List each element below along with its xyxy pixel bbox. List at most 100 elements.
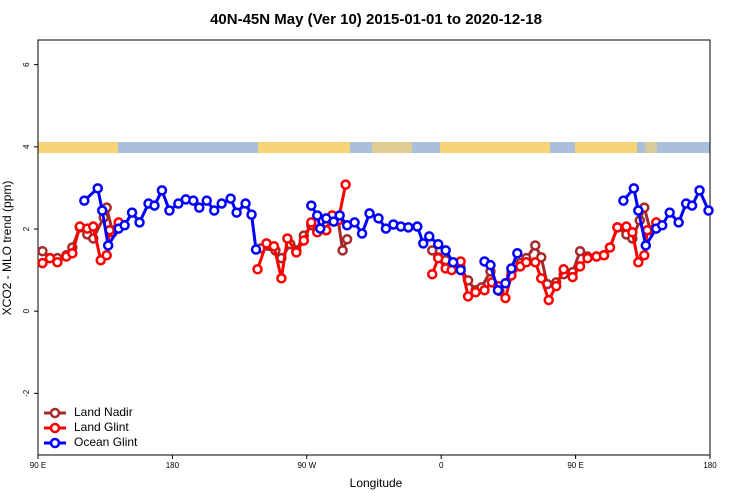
data-point — [37, 245, 48, 257]
data-point — [373, 213, 384, 224]
data-point — [703, 205, 714, 216]
data-point — [246, 209, 257, 220]
data-point — [349, 217, 360, 228]
data-point — [574, 245, 586, 257]
data-point — [119, 220, 130, 231]
data-point — [337, 245, 348, 256]
data-point — [403, 222, 414, 233]
data-point — [633, 205, 644, 216]
x-tick-label: 0 — [439, 461, 444, 470]
data-point — [412, 221, 423, 232]
legend-marker — [49, 407, 61, 419]
y-axis-label: XCO2 - MLO trend (ppm) — [0, 181, 14, 316]
data-point — [225, 193, 236, 204]
data-point — [268, 241, 280, 252]
data-point — [694, 185, 705, 196]
data-point — [252, 264, 263, 275]
data-point — [312, 210, 323, 221]
data-point — [543, 294, 554, 306]
data-point — [673, 217, 684, 228]
data-point — [664, 207, 675, 218]
data-point — [604, 242, 616, 253]
data-point — [126, 207, 138, 218]
data-point — [530, 240, 541, 251]
legend-marker — [49, 437, 61, 449]
data-point — [582, 252, 593, 264]
data-point — [521, 257, 532, 268]
data-point — [500, 277, 511, 289]
data-point — [485, 259, 496, 271]
data-point — [79, 195, 90, 206]
data-point — [328, 216, 339, 227]
data-point — [306, 200, 317, 211]
data-point — [37, 257, 48, 269]
plot-frame — [37, 39, 711, 456]
data-point — [618, 195, 629, 206]
data-point — [231, 207, 242, 218]
legend-label: Land Nadir — [74, 405, 133, 419]
data-point — [291, 247, 302, 258]
x-axis-label: Longitude — [350, 476, 403, 490]
data-point — [380, 223, 392, 234]
data-point — [134, 217, 145, 228]
data-point — [470, 287, 481, 298]
data-point — [276, 273, 287, 284]
data-point — [149, 200, 160, 211]
data-point — [627, 227, 638, 238]
data-point — [633, 257, 644, 268]
data-point — [88, 221, 99, 232]
data-point — [298, 235, 310, 246]
legend-label: Ocean Glint — [74, 435, 138, 449]
data-point — [96, 205, 108, 216]
data-point — [612, 222, 623, 233]
data-point — [426, 268, 438, 280]
x-tick-label: 180 — [166, 461, 180, 470]
data-point — [164, 205, 175, 216]
data-point — [156, 185, 168, 196]
data-point — [639, 250, 650, 261]
data-point — [282, 233, 293, 244]
data-point — [424, 231, 435, 242]
data-point — [250, 244, 262, 255]
data-point — [201, 195, 212, 206]
data-point — [640, 240, 652, 251]
data-point — [208, 205, 220, 216]
data-point — [314, 223, 326, 234]
data-point — [686, 200, 698, 211]
data-point — [432, 252, 444, 264]
data-point — [173, 198, 184, 209]
data-point — [44, 252, 56, 264]
data-point — [656, 220, 668, 231]
data-point — [492, 284, 504, 296]
y-tick-label: -2 — [22, 389, 31, 397]
data-point — [92, 183, 103, 194]
y-tick-label: 6 — [22, 62, 31, 67]
data-point — [426, 245, 438, 256]
legend-marker — [49, 422, 61, 434]
data-point — [194, 202, 205, 213]
data-point — [341, 234, 353, 245]
data-point — [479, 284, 490, 296]
x-tick-label: 90 E — [567, 461, 583, 470]
data-point — [101, 250, 112, 261]
data-point — [102, 240, 114, 251]
data-point — [440, 245, 451, 256]
data-point — [447, 257, 459, 268]
legend-label: Land Glint — [74, 420, 129, 434]
data-point — [621, 221, 632, 232]
y-tick-label: 2 — [22, 226, 31, 231]
data-point — [432, 238, 444, 250]
data-point — [530, 257, 541, 268]
data-point — [567, 271, 578, 283]
data-point — [462, 291, 474, 302]
data-point — [67, 248, 78, 259]
y-tick-label: 0 — [22, 308, 31, 313]
y-tick-label: 4 — [22, 144, 31, 149]
data-point — [216, 198, 227, 209]
data-point — [550, 280, 562, 292]
data-point — [188, 195, 199, 206]
data-point — [340, 179, 351, 190]
surface-band — [38, 142, 710, 153]
